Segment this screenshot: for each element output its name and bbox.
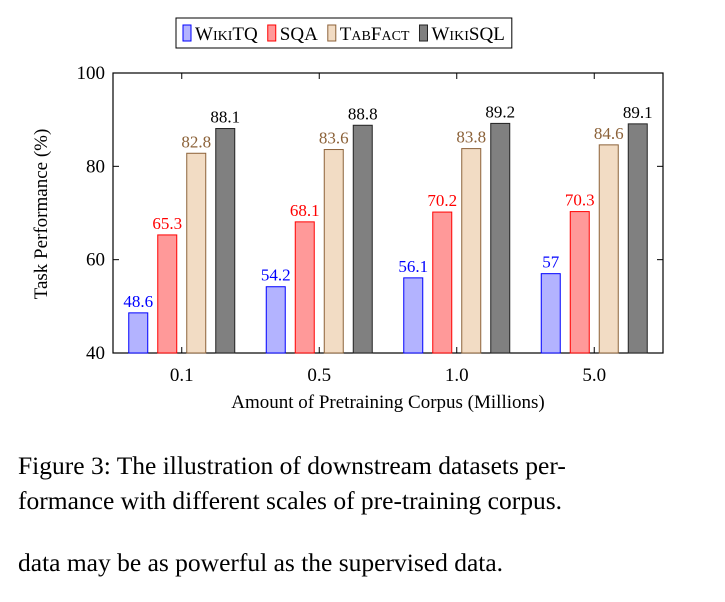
data-label-sqa: 70.2 xyxy=(427,191,457,210)
y-axis-label: Task Performance (%) xyxy=(31,129,52,300)
chart-axes: 40 60 80 100 0.1 0.5 1.0 5.0 xyxy=(77,63,664,386)
legend-swatch-tabfact xyxy=(327,24,337,42)
legend-label-wikisql: WIKISQL xyxy=(431,24,504,45)
legend-label-tabfact: TABFACT xyxy=(340,24,410,45)
bar-chart: WIKITQ SQA TABFACT WIKISQL 40 60 80 100 0.1 0.5 1… xyxy=(31,17,664,413)
data-label-sqa: 68.1 xyxy=(290,201,320,220)
data-label-wikitq: 48.6 xyxy=(123,292,153,311)
bar-sqa xyxy=(432,211,453,354)
chart-bars: 48.6 65.3 82.8 88.1 54.2 68.1 83.6 88.8 56.1 70.2… xyxy=(123,102,653,354)
caption-line-2: formance with different scales of pre-tr… xyxy=(18,486,563,515)
legend-swatch-wikitq xyxy=(182,24,192,42)
caption-line-1: Figure 3: The illustration of downstream… xyxy=(18,451,566,480)
plot-frame xyxy=(112,72,664,354)
chart-legend: WIKITQ SQA TABFACT WIKISQL xyxy=(175,17,513,49)
data-label-wikisql: 88.1 xyxy=(210,108,240,127)
data-label-sqa: 70.3 xyxy=(565,191,595,210)
bar-wikisql xyxy=(490,122,511,354)
legend-label-sqa: SQA xyxy=(280,24,318,45)
bar-wikitq xyxy=(540,273,561,354)
bar-wikisql xyxy=(215,128,236,354)
x-tick-label: 0.5 xyxy=(307,365,331,386)
bar-wikisql xyxy=(352,124,373,354)
x-axis-label: Amount of Pretraining Corpus (Millions) xyxy=(231,392,544,413)
bar-wikisql xyxy=(627,123,648,354)
data-label-wikitq: 54.2 xyxy=(261,266,291,285)
x-tick-label: 1.0 xyxy=(445,365,469,386)
data-label-sqa: 65.3 xyxy=(152,214,182,233)
data-label-wikitq: 56.1 xyxy=(398,257,428,276)
bar-wikitq xyxy=(265,286,286,354)
bar-tabfact xyxy=(461,148,482,354)
bar-tabfact xyxy=(186,152,207,354)
data-label-wikisql: 88.8 xyxy=(348,104,378,123)
figure-caption: Figure 3: The illustration of downstream… xyxy=(18,448,708,518)
legend-swatch-wikisql xyxy=(418,24,428,42)
legend-swatch-sqa xyxy=(267,24,277,42)
data-label-tabfact: 84.6 xyxy=(594,124,624,143)
bar-sqa xyxy=(157,234,178,354)
bar-sqa xyxy=(569,211,590,354)
bar-sqa xyxy=(294,221,315,354)
y-tick-label: 100 xyxy=(77,63,106,84)
data-label-wikisql: 89.2 xyxy=(485,102,515,121)
bar-wikitq xyxy=(128,312,149,354)
data-label-wikisql: 89.1 xyxy=(623,103,653,122)
data-label-wikitq: 57 xyxy=(542,253,560,272)
data-label-tabfact: 83.8 xyxy=(456,128,486,147)
y-tick-label: 80 xyxy=(86,156,105,177)
y-tick-label: 40 xyxy=(86,343,105,364)
x-tick-label: 5.0 xyxy=(582,365,606,386)
legend-label-wikitq: WIKITQ xyxy=(195,24,258,45)
bar-wikitq xyxy=(403,277,424,354)
data-label-tabfact: 82.8 xyxy=(181,132,211,151)
bar-tabfact xyxy=(598,144,619,354)
y-tick-label: 60 xyxy=(86,250,105,271)
x-tick-label: 0.1 xyxy=(170,365,194,386)
body-text: data may be as powerful as the supervise… xyxy=(18,548,504,577)
legend-box xyxy=(175,17,513,49)
bar-tabfact xyxy=(323,149,344,354)
data-label-tabfact: 83.6 xyxy=(319,129,349,148)
